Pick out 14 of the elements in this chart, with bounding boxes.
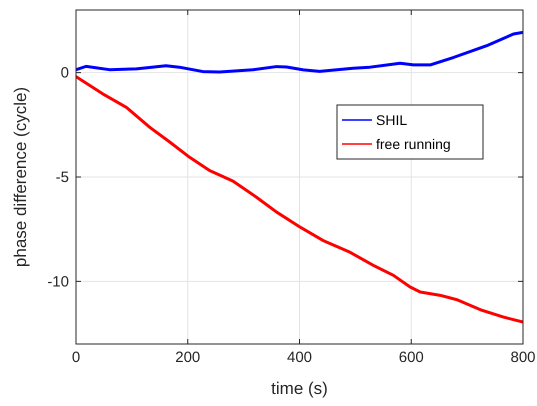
x-tick-label: 0: [72, 349, 80, 366]
x-tick-label: 800: [510, 349, 536, 366]
x-tick-label: 600: [398, 349, 424, 366]
y-tick-label: -10: [47, 273, 69, 290]
x-tick-label: 200: [175, 349, 200, 366]
y-tick-label: 0: [60, 64, 69, 82]
x-axis-title: time (s): [271, 379, 328, 398]
y-axis-title: phase difference (cycle): [11, 86, 30, 268]
x-tick-label: 400: [286, 349, 312, 366]
legend-label: free running: [376, 136, 451, 152]
line-series: [76, 75, 523, 324]
y-tick-label: -5: [56, 169, 69, 186]
legend-label: SHIL: [376, 112, 408, 128]
line-series: [76, 30, 523, 74]
